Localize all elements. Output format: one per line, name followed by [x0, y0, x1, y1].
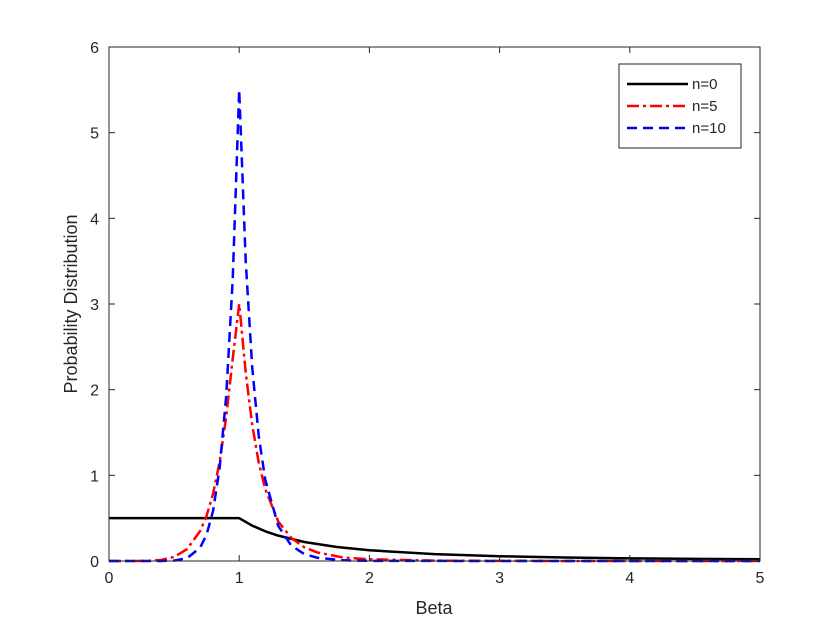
- x-tick-label: 3: [495, 570, 504, 587]
- series-line-0: [109, 516, 761, 561]
- series-line-1: [109, 302, 760, 563]
- y-axis-label: Probability Distribution: [61, 214, 81, 393]
- y-tick-label: 4: [90, 211, 99, 228]
- y-tick-label: 6: [90, 40, 99, 57]
- x-tick-label: 1: [235, 570, 244, 587]
- y-tick-label: 5: [90, 126, 99, 143]
- x-tick-label: 4: [625, 570, 634, 587]
- y-tick-label: 0: [90, 554, 99, 571]
- series-line-2: [109, 88, 760, 563]
- x-tick-label: 5: [756, 570, 765, 587]
- y-tick-label: 2: [90, 383, 99, 400]
- y-tick-label: 1: [90, 468, 99, 485]
- legend-label-0: n=0: [692, 76, 717, 93]
- series-layer: [109, 88, 761, 563]
- y-axis-ticks: 0 1 2 3 4 5 6: [90, 40, 760, 571]
- legend: n=0 n=5 n=10: [618, 63, 742, 149]
- x-axis-ticks: 0 1 2 3 4 5: [105, 47, 765, 587]
- x-tick-label: 0: [105, 570, 114, 587]
- x-axis-label: Beta: [415, 598, 453, 618]
- legend-label-1: n=5: [692, 98, 717, 115]
- x-tick-label: 2: [365, 570, 374, 587]
- y-tick-label: 3: [90, 297, 99, 314]
- legend-items: n=0 n=5 n=10: [627, 76, 726, 137]
- legend-label-2: n=10: [692, 120, 726, 137]
